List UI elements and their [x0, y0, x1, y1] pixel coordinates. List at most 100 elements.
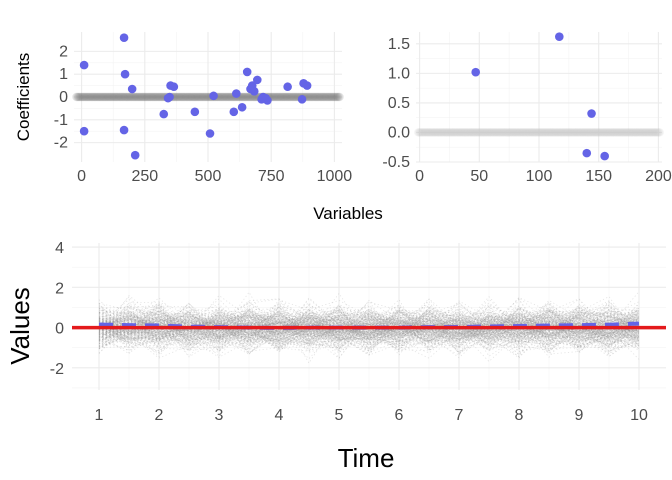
zero-coefficient-point: [103, 92, 113, 102]
zero-coefficient-point: [538, 128, 547, 137]
zero-coefficient-point: [147, 92, 157, 102]
coefficient-point: [600, 151, 609, 161]
individual-series-line: [98, 312, 640, 350]
zero-coefficient-point: [455, 128, 464, 137]
individual-series-line: [98, 301, 640, 350]
zero-coefficient-point: [421, 128, 431, 137]
zero-coefficient-point: [469, 128, 479, 137]
zero-coefficient-point: [516, 128, 526, 137]
zero-coefficient-point: [282, 92, 292, 102]
y-tick-label: 4: [55, 240, 64, 257]
individual-series-line: [98, 315, 640, 351]
zero-coefficient-point: [269, 92, 278, 102]
individual-series-line: [98, 311, 640, 347]
y-tick-label: 0: [55, 321, 64, 338]
zero-coefficient-point: [550, 128, 559, 137]
zero-coefficient-point: [585, 128, 594, 137]
zero-coefficient-point: [105, 92, 114, 102]
zero-coefficient-point: [202, 92, 211, 102]
zero-coefficient-point: [222, 92, 231, 102]
zero-coefficient-point: [514, 128, 524, 137]
individual-series-line: [98, 308, 640, 353]
zero-coefficient-point: [567, 128, 576, 137]
x-tick-label: 3: [215, 407, 224, 424]
zero-coefficient-point: [136, 92, 146, 102]
zero-coefficient-point: [196, 92, 205, 102]
zero-coefficient-point: [73, 92, 82, 102]
zero-coefficient-point: [135, 92, 144, 102]
y-tick-label: -0.5: [382, 154, 410, 171]
zero-coefficient-point: [635, 128, 644, 137]
zero-coefficient-point: [628, 128, 638, 137]
y-tick-label: 0.0: [388, 124, 410, 141]
zero-coefficient-point: [78, 92, 87, 102]
zero-coefficient-point: [473, 128, 482, 137]
individual-series-group: [98, 291, 640, 364]
zero-coefficient-point: [185, 92, 194, 102]
zero-coefficient-point: [447, 128, 456, 137]
individual-series-line: [98, 310, 640, 346]
x-tick-label: 7: [455, 407, 464, 424]
zero-coefficient-point: [633, 128, 642, 137]
individual-series-line: [98, 312, 640, 342]
zero-coefficient-point: [549, 128, 558, 137]
individual-series-line: [98, 308, 640, 347]
zero-coefficient-point: [459, 128, 469, 137]
coefficient-point: [237, 102, 247, 112]
individual-series-line: [98, 310, 640, 342]
zero-coefficient-point: [239, 92, 248, 102]
zero-coefficient-point: [427, 128, 436, 137]
zero-coefficient-point: [74, 92, 84, 102]
individual-series-line: [98, 305, 640, 348]
coefficient-point: [249, 86, 259, 96]
zero-coefficient-point: [420, 128, 430, 137]
zero-coefficient-point: [332, 92, 342, 102]
zero-coefficient-point: [144, 92, 153, 102]
y-tick-label: -2: [54, 135, 68, 152]
individual-series-line: [98, 309, 640, 348]
zero-coefficient-point: [75, 92, 85, 102]
zero-coefficient-point: [611, 128, 621, 137]
coefficient-point: [127, 84, 137, 94]
zero-coefficient-point: [86, 92, 96, 102]
x-tick-label: 8: [515, 407, 524, 424]
zero-coefficient-point: [123, 92, 132, 102]
zero-coefficient-point: [643, 128, 652, 137]
zero-coefficient-point: [599, 128, 609, 137]
zero-coefficient-point: [286, 92, 296, 102]
individual-series-line: [98, 311, 640, 349]
coefficient-point: [297, 94, 307, 104]
individual-series-line: [98, 316, 640, 347]
zero-coefficient-point: [522, 128, 531, 137]
zero-coefficient-point: [575, 128, 584, 137]
zero-coefficient-point: [329, 92, 338, 102]
zero-coefficient-point: [547, 128, 556, 137]
individual-series-line: [98, 299, 640, 348]
zero-coefficient-point: [486, 128, 496, 137]
individual-series-line: [98, 317, 640, 345]
individual-series-line: [98, 308, 640, 348]
individual-series-line: [98, 298, 640, 343]
individual-series-line: [98, 305, 640, 343]
zero-coefficient-point: [178, 92, 187, 102]
zero-coefficient-point: [81, 92, 91, 102]
individual-series-line: [98, 311, 640, 363]
zero-coefficient-point: [449, 128, 459, 137]
zero-coefficient-point: [519, 128, 528, 137]
individual-series-line: [98, 311, 640, 353]
zero-coefficient-point: [139, 92, 148, 102]
zero-coefficient-point: [331, 92, 341, 102]
individual-series-line: [98, 302, 640, 356]
time-series-panel: 1 2 3 4 5 6 7 8 9 10 -2 0 2 4: [50, 240, 666, 424]
zero-coefficient-point: [177, 92, 186, 102]
y-tick-label: 1: [59, 66, 68, 83]
zero-coefficient-point: [595, 128, 604, 137]
coefficient-point: [253, 75, 262, 85]
coefficients-panel-right: 0 50 100 150 200 -0.5 0.0 0.5 1.0 1.5: [382, 32, 672, 185]
individual-series-line: [98, 303, 640, 352]
zero-coefficient-point: [429, 128, 439, 137]
zero-coefficient-point: [539, 128, 548, 137]
individual-series-line: [98, 303, 640, 349]
zero-coefficient-point: [591, 128, 601, 137]
